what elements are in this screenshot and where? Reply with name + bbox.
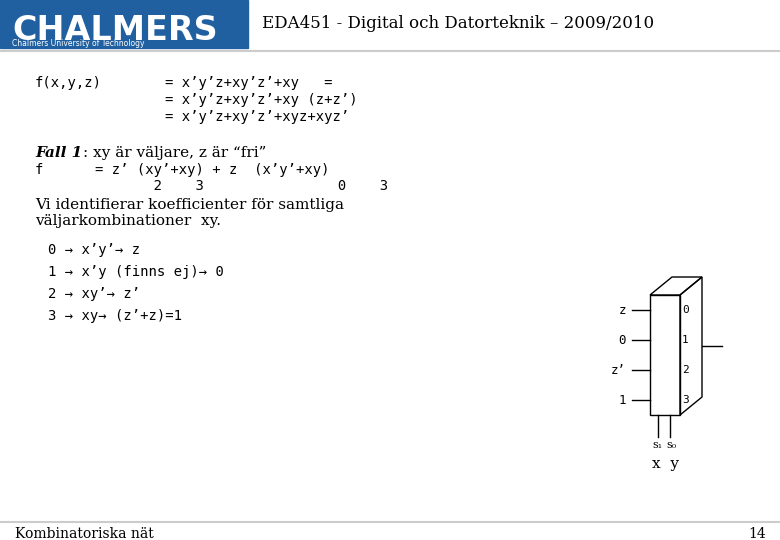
Text: = x’y’z+xy’z’+xy   =: = x’y’z+xy’z’+xy = [165, 76, 332, 90]
Text: 3 → xy→ (z’+z)=1: 3 → xy→ (z’+z)=1 [48, 309, 182, 323]
Text: 2    3                0    3: 2 3 0 3 [95, 179, 388, 193]
Text: = x’y’z+xy’z’+xyz+xyz’: = x’y’z+xy’z’+xyz+xyz’ [165, 110, 349, 124]
Text: Chalmers University of Technology: Chalmers University of Technology [12, 39, 144, 49]
Text: = z’ (xy’+xy) + z  (x’y’+xy): = z’ (xy’+xy) + z (x’y’+xy) [95, 163, 329, 177]
Text: z’: z’ [611, 363, 626, 376]
Text: 0 → x’y’→ z: 0 → x’y’→ z [48, 243, 140, 257]
Text: Fall 1: Fall 1 [35, 146, 82, 160]
Text: CHALMERS: CHALMERS [12, 14, 218, 46]
Text: 14: 14 [748, 527, 766, 540]
Text: f(x,y,z): f(x,y,z) [35, 76, 102, 90]
Text: : xy är väljare, z är “fri”: : xy är väljare, z är “fri” [83, 146, 267, 160]
Text: väljarkombinationer  xy.: väljarkombinationer xy. [35, 214, 221, 228]
Text: 2: 2 [682, 365, 689, 375]
Text: 0: 0 [682, 305, 689, 315]
Text: 2 → xy’→ z’: 2 → xy’→ z’ [48, 287, 140, 301]
Text: s₁: s₁ [652, 440, 662, 450]
Text: = x’y’z+xy’z’+xy (z+z’): = x’y’z+xy’z’+xy (z+z’) [165, 93, 357, 107]
Bar [0, 0, 248, 48]
Text: 3: 3 [682, 395, 689, 405]
Text: Kombinatoriska nät: Kombinatoriska nät [15, 527, 154, 540]
Text: EDA451 - Digital och Datorteknik – 2009/2010: EDA451 - Digital och Datorteknik – 2009/… [262, 16, 654, 32]
Text: f: f [35, 163, 44, 177]
Text: Vi identifierar koefficienter för samtliga: Vi identifierar koefficienter för samtli… [35, 198, 344, 212]
Text: x  y: x y [653, 457, 679, 471]
Text: s₀: s₀ [666, 440, 676, 450]
Text: 1: 1 [619, 394, 626, 407]
Text: z: z [619, 303, 626, 316]
Text: 1: 1 [682, 335, 689, 345]
Text: 1 → x’y (finns ej)→ 0: 1 → x’y (finns ej)→ 0 [48, 265, 224, 279]
Text: 0: 0 [619, 334, 626, 347]
